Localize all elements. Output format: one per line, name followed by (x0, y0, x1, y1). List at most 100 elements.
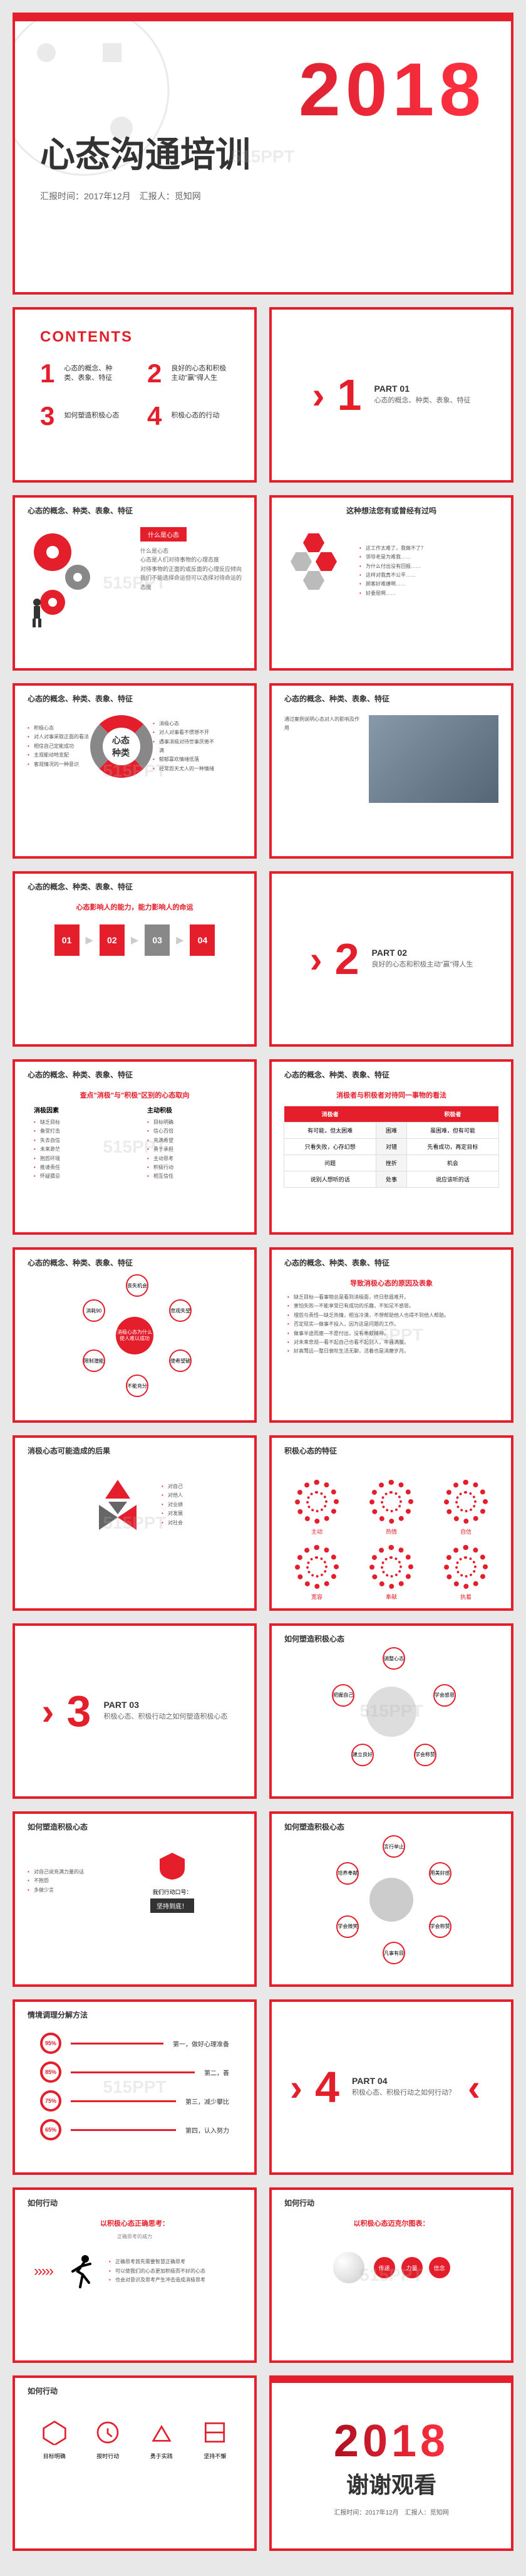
reason-list: 缺乏目标—看事物总是看到消极面，终日愁眉难开。害怕失败—不能享受已有成功的乐趣，… (272, 1293, 511, 1356)
slide-header: 心态的概念、种类、表象、特征 (272, 1062, 511, 1085)
feature-gear: 热情 (359, 1480, 424, 1536)
content-item: 3如何塑造积极心态 (40, 401, 122, 431)
radial-node: 不能充分 (126, 1374, 148, 1397)
hub-slide: 心态的概念、种类、表象、特征 消极心态为什么使人难以成功 丧失机会悲观失望使希望… (13, 1247, 257, 1423)
end-year: 2018 (334, 2416, 449, 2467)
part-label: PART 02 (372, 948, 473, 958)
radial-node: 学会微笑 (336, 1915, 359, 1938)
radial-node: 悲观失望 (169, 1299, 192, 1322)
slide-header: 情境调理分解方法 (15, 2002, 254, 2025)
percent-row: 85%第二，善 (40, 2061, 229, 2083)
photo-slide: 心态的概念、种类、表象、特征 通过案例说明心态对人的影响及作用 (269, 683, 513, 859)
right-list: 消极心态对人对事看不惯想不开遇事消极对待世事厌倦不满郁郁寡欢情绪低落经常怨天尤人… (153, 720, 215, 773)
slide-header: 心态的概念、种类、表象、特征 (272, 1250, 511, 1273)
slide-header: 如何塑造积极心态 (272, 1814, 511, 1837)
bubbles-slide: 如何行动 以积极心态迈克尔图表： 传递力量信念 515PPT (269, 2187, 513, 2363)
part-number: 2 (335, 934, 359, 984)
hexagon-slide: 这种想法您有或曾经有过吗 这工作太难了，我做不了？领导老是为难我……为什么付出没… (269, 495, 513, 671)
part1-slide: › 1 PART 01 心态的概念、种类、表象、特征 (269, 307, 513, 483)
percent-row: 95%第一，做好心理准备 (40, 2033, 229, 2054)
part2-slide: › 2 PART 02 良好的心态和积极主动"赢"得人生 (269, 871, 513, 1047)
part-desc: 积极心态、积极行动之如何行动？ (352, 2088, 455, 2098)
hub-center: 消极心态为什么使人难以成功 (116, 1317, 153, 1354)
slide-header: 如何行动 (15, 2378, 254, 2401)
radial-node: 调整心态 (383, 1647, 405, 1670)
action-icon: 勇于实践 (149, 2420, 174, 2460)
feature-gear: 宽容 (285, 1545, 349, 1601)
left-list: 积极心态对人对事采取正面的看法相信自己定能成功主观能动地支配客观情况的一种意识 (28, 724, 90, 769)
part-label: PART 01 (374, 384, 470, 394)
chevron-icon: › (42, 1690, 54, 1733)
section-title: 心态影响人的能力，能力影响人的命运 (15, 902, 254, 912)
radial-node: 限制潜能 (83, 1349, 105, 1372)
end-slide: 2018 谢谢观看 汇报时间：2017年12月 汇报人：觅知网 (269, 2375, 513, 2551)
slide-header: 如何行动 (15, 2190, 254, 2213)
section-title: 导致消极心态的原因及表象 (272, 1278, 511, 1288)
chevron-icon: › (312, 374, 325, 417)
knot-icon (86, 1474, 149, 1536)
action-icon: 按时行动 (95, 2420, 120, 2460)
subtitle: 汇报时间：2017年12月 汇报人：觅知网 (40, 190, 486, 202)
bubble (333, 2252, 364, 2283)
part-number: 3 (67, 1686, 91, 1736)
radial-node: 学会称赞 (429, 1915, 451, 1938)
percent-slide: 情境调理分解方法 95%第一，做好心理准备 85%第二，善 75%第三，减少攀比 65… (13, 1999, 257, 2175)
radial-node: 言行举止 (383, 1835, 405, 1858)
reasons-slide: 心态的概念、种类、表象、特征 导致消极心态的原因及表象 缺乏目标—看事物总是看到… (269, 1247, 513, 1423)
part3-slide: › 3 PART 03 积极心态、积极行动之如何塑造积极心态 (13, 1623, 257, 1799)
cycle-diagram: 心态种类 (90, 715, 153, 778)
content-item: 4积极心态的行动 (147, 401, 229, 431)
radial-node: 用美好感 (429, 1862, 451, 1885)
feature-gear: 主动 (285, 1480, 349, 1536)
action-icon: 坚持不懈 (202, 2420, 227, 2460)
action-icon: 目标明确 (42, 2420, 67, 2460)
part-desc: 心态的概念、种类、表象、特征 (374, 396, 470, 406)
feature-gear: 执着 (434, 1545, 498, 1601)
runner-slide: 如何行动 以积极心态正确思考： 正确思考的威力 ››››› 正确思考首先需要智慧… (13, 2187, 257, 2363)
slide-header: 心态的概念、种类、表象、特征 (15, 1250, 254, 1273)
bubble-node: 信念 (429, 2257, 450, 2278)
chevron-icon: ‹ (468, 2066, 480, 2109)
photo-placeholder (369, 715, 498, 803)
section-title: 以积极心态正确思考： (15, 2218, 254, 2228)
shape-circles-slide: 如何塑造积极心态 调整心态学会感恩学会称赞建立良好把握自己 515PPT (269, 1623, 513, 1799)
slide-header: 如何行动 (272, 2190, 511, 2213)
radial-node: 学会感恩 (433, 1684, 456, 1707)
feature-gear: 奉献 (359, 1545, 424, 1601)
bubble-node: 力量 (401, 2257, 423, 2278)
feature-gear: 自信 (434, 1480, 498, 1536)
radial-node: 培养奉献 (336, 1862, 359, 1885)
chevron-icon: › (310, 938, 322, 981)
feature-gears-slide: 积极心态的特征 主动热情自信宽容奉献执着 (269, 1435, 513, 1611)
action-icons-slide: 如何行动 目标明确 按时行动 勇于实践 坚持不懈 (13, 2375, 257, 2551)
step-chain: 01▶ 02▶ 03▶ 04 (15, 924, 254, 956)
part-number: 1 (338, 370, 362, 420)
bg-decoration (13, 13, 178, 184)
radial-node: 建立良好 (351, 1744, 374, 1766)
percent-row: 65%第四，认入努力 (40, 2119, 229, 2140)
slide-header: 心态的概念、种类、表象、特征 (15, 1062, 254, 1085)
runner-icon (65, 2253, 96, 2290)
section-title: 以积极心态迈克尔图表： (272, 2218, 511, 2228)
center-photo (366, 1687, 416, 1737)
part4-slide: › 4 PART 04 积极心态、积极行动之如何行动？ ‹ (269, 1999, 513, 2175)
section-title: 查点"消极"与"积极"区别的心态取向 (15, 1090, 254, 1100)
center-photo (369, 1878, 413, 1922)
slogan-badge: 坚持到底！ (150, 1898, 194, 1913)
part-label: PART 03 (103, 1700, 227, 1710)
contents-heading: CONTENTS (40, 328, 254, 346)
percent-row: 75%第三，减少攀比 (40, 2090, 229, 2112)
radial-node: 使希望破 (169, 1349, 192, 1372)
radial-node: 学会称赞 (414, 1744, 436, 1766)
knot-slide: 消极心态可能造成的后果 对自己对他人对业绩对发展对社会 515PPT (13, 1435, 257, 1611)
slide-header: 心态的概念、种类、表象、特征 (272, 686, 511, 709)
radial-node: 消耗90 (83, 1299, 105, 1322)
part-desc: 积极心态、积极行动之如何塑造积极心态 (103, 1712, 227, 1722)
slide-header: 如何塑造积极心态 (15, 1814, 254, 1837)
content-item: 2良好的心态和积极主动"赢"得人生 (147, 359, 229, 389)
content-item: 1心态的概念、种类、表象、特征 (40, 359, 122, 389)
question-list: 这工作太难了，我做不了？领导老是为难我……为什么付出没有回报……这样对我真不公平… (359, 544, 426, 598)
thanks-text: 谢谢观看 (346, 2467, 436, 2500)
radial-node: 凡事有目 (383, 1942, 405, 1964)
slide-header: 如何塑造积极心态 (272, 1626, 511, 1649)
